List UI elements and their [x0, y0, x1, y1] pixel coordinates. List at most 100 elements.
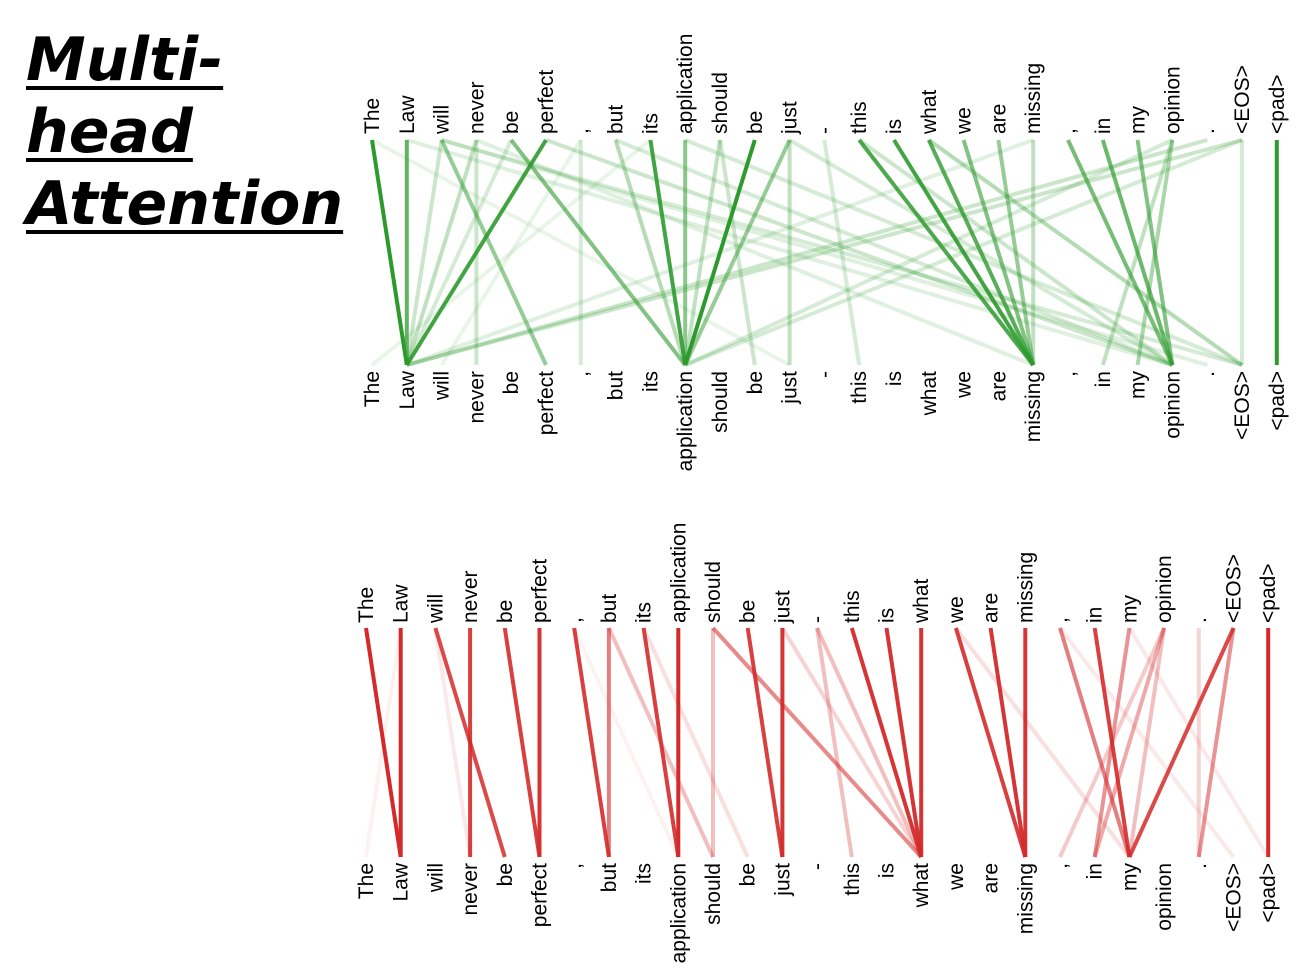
green-attention-link [683, 139, 757, 366]
red-attention-link [1196, 627, 1236, 858]
red-attention-link [364, 627, 403, 858]
green-target-token: its [639, 371, 662, 392]
red-attention-link [1058, 626, 1236, 859]
red-target-token: application [667, 863, 690, 963]
red-target-token: but [598, 863, 621, 892]
red-target-token: The [355, 863, 378, 899]
green-source-token: <EOS> [1231, 65, 1254, 134]
green-source-token: just [779, 101, 802, 135]
red-attention-link [1127, 627, 1236, 858]
green-attention-link [370, 139, 409, 366]
green-attention-link [684, 138, 1243, 367]
red-target-token: just [771, 863, 794, 897]
green-attention-link [404, 139, 479, 366]
title-line-3: Attention [26, 169, 344, 239]
red-source-token: be [737, 600, 760, 623]
red-attention-links [364, 626, 1271, 859]
green-attention-link [405, 138, 548, 367]
green-target-token: but [605, 371, 628, 400]
red-source-token: should [702, 561, 725, 623]
green-attention-link [926, 139, 1036, 366]
red-source-token: - [806, 616, 829, 623]
green-attention-link [371, 138, 791, 367]
red-source-token: <EOS> [1223, 554, 1246, 623]
red-source-token: The [355, 587, 378, 623]
red-source-token: never [459, 570, 482, 623]
green-source-token: The [361, 98, 384, 134]
red-attention-link [711, 626, 923, 859]
red-target-token: its [633, 863, 656, 884]
red-target-token: should [702, 863, 725, 925]
green-target-token: will [431, 371, 454, 401]
green-attention-link [404, 139, 444, 366]
green-source-token: this [848, 101, 871, 134]
green-target-token: , [570, 371, 593, 377]
red-target-token: , [563, 863, 586, 869]
red-source-token: missing [1014, 552, 1037, 623]
red-source-token: what [910, 578, 933, 624]
green-attention-link [441, 138, 1243, 367]
green-source-token: in [1092, 118, 1115, 134]
red-attention-link [745, 627, 785, 858]
title-line-2: head [26, 97, 193, 167]
green-source-token: but [605, 105, 628, 134]
green-target-token: this [848, 371, 871, 404]
red-source-token: Law [390, 584, 413, 623]
green-source-token: application [674, 34, 697, 134]
red-target-token: perfect [529, 863, 552, 927]
red-target-token: my [1118, 863, 1141, 891]
green-target-token: application [674, 371, 697, 471]
green-target-token: be [500, 371, 523, 394]
green-source-token: perfect [535, 70, 558, 134]
red-target-token: <EOS> [1223, 863, 1246, 932]
green-attention-link [475, 138, 1034, 367]
red-source-token: application [667, 523, 690, 623]
green-attention-link [1100, 139, 1175, 366]
green-target-token: is [883, 371, 906, 386]
red-target-token: this [841, 863, 864, 896]
red-attention-link [849, 627, 924, 858]
green-source-token: - [813, 127, 836, 134]
green-attention-diagram: TheTheLawLawwillwillneverneverbebeperfec… [361, 34, 1289, 472]
red-attention-link [1092, 627, 1132, 858]
green-source-token: should [709, 72, 732, 134]
red-attention-link [953, 627, 1028, 858]
red-attention-link [433, 627, 473, 858]
green-source-token: are [987, 104, 1010, 134]
red-target-token: , [1049, 863, 1072, 869]
red-source-token: is [876, 608, 899, 623]
red-attention-link [572, 627, 681, 858]
green-attention-link [684, 138, 1174, 367]
red-target-token: missing [1014, 863, 1037, 934]
red-attention-link [641, 627, 681, 858]
red-attention-link [1058, 627, 1132, 858]
green-attention-link [370, 138, 652, 367]
green-target-token: should [709, 371, 732, 433]
green-source-token: be [744, 111, 767, 134]
green-target-token: just [779, 371, 802, 405]
green-source-token: , [570, 128, 593, 134]
green-attention-link [927, 138, 1244, 367]
green-target-token: . [1196, 371, 1219, 377]
green-source-token: we [953, 107, 976, 135]
green-attention-link [961, 139, 1036, 366]
red-attention-link [988, 627, 1028, 858]
green-attention-link [648, 139, 688, 366]
green-target-token: , [1057, 371, 1080, 377]
green-target-token: never [465, 371, 488, 424]
green-attention-link [718, 139, 757, 366]
green-attention-link [1135, 139, 1175, 366]
red-source-token: <pad> [1257, 563, 1280, 623]
green-attention-link [406, 138, 1173, 367]
green-source-token: will [431, 105, 454, 135]
red-target-token: <pad> [1257, 863, 1280, 923]
green-attention-link [614, 138, 1174, 367]
red-attention-link [815, 627, 924, 858]
green-attention-link [404, 139, 514, 366]
red-source-token: , [1049, 617, 1072, 623]
red-source-token: will [424, 594, 447, 624]
red-source-token: opinion [1153, 555, 1176, 623]
green-source-token: its [639, 113, 662, 134]
red-target-token: be [737, 863, 760, 886]
red-attention-link [1127, 626, 1270, 859]
